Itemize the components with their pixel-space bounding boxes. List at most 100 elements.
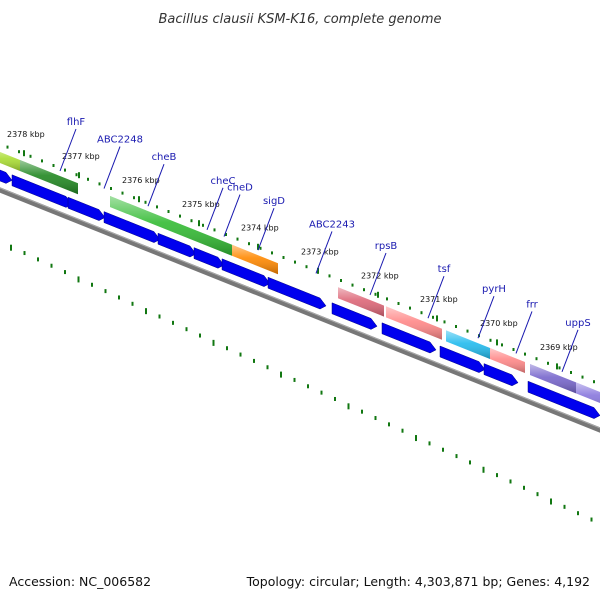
gene-label: sigD <box>263 196 285 207</box>
outer-dot <box>253 358 255 363</box>
tick-label: 2378 kbp <box>7 130 45 139</box>
tick-dot <box>547 361 549 365</box>
tick-dot <box>512 348 515 351</box>
backbone-highlight <box>0 187 600 429</box>
cds-arrow <box>381 322 437 354</box>
outer-dot <box>145 308 147 315</box>
outer-dot <box>563 504 566 509</box>
major-tick <box>23 150 25 157</box>
cds-arrow <box>439 345 486 373</box>
outer-dot <box>185 327 188 332</box>
outer-dot <box>455 454 458 459</box>
tick-dot <box>558 366 561 370</box>
tick-dot <box>179 214 181 218</box>
tick-dot <box>535 357 538 361</box>
tick-dot <box>225 233 227 236</box>
tick-dot <box>52 164 55 167</box>
tick-dot <box>466 329 469 333</box>
gc-skew-dots <box>6 145 595 522</box>
tick-dot <box>455 325 457 328</box>
tick-dot <box>443 320 446 324</box>
tick-dot <box>202 223 204 227</box>
major-tick <box>436 315 438 322</box>
outer-dot <box>374 416 377 421</box>
backbone-line <box>0 187 600 433</box>
tick-label: 2376 kbp <box>122 176 160 185</box>
gene-leader-line <box>59 128 77 172</box>
outer-dot <box>239 352 242 357</box>
topology-summary-text: Topology: circular; Length: 4,303,871 bp… <box>246 574 590 589</box>
gene-label: ABC2248 <box>97 135 143 146</box>
feature-bar-gloss <box>338 287 384 317</box>
outer-dot <box>158 314 161 319</box>
outer-dot <box>388 422 390 427</box>
cds-arrow <box>193 247 225 269</box>
tick-dot <box>409 306 411 310</box>
cds-arrow <box>267 276 327 310</box>
tick-dot <box>294 260 296 264</box>
tick-dot <box>213 228 216 232</box>
gene-label: cheB <box>152 152 177 163</box>
tick-label: 2374 kbp <box>241 223 279 232</box>
outer-dot <box>415 435 417 442</box>
cds-arrow <box>221 258 271 287</box>
outer-dot <box>280 371 282 378</box>
tick-dot <box>386 297 388 301</box>
backbone <box>0 187 600 433</box>
tick-dot <box>133 196 135 200</box>
feature-bar-gloss <box>386 306 442 340</box>
major-tick <box>377 291 379 298</box>
tick-dot <box>75 173 78 177</box>
outer-dot <box>320 390 323 395</box>
tick-label: 2377 kbp <box>62 152 100 161</box>
outer-dot <box>577 511 579 516</box>
tick-dot <box>87 177 89 181</box>
tick-dot <box>121 191 124 195</box>
tick-dot <box>432 315 434 319</box>
gene-leader-line <box>206 187 224 230</box>
tick-dot <box>110 187 112 190</box>
gene-label: flhF <box>67 117 86 128</box>
tick-dot <box>18 150 20 154</box>
tick-dot <box>167 210 170 213</box>
outer-dot <box>64 270 66 275</box>
tick-dot <box>374 292 377 296</box>
outer-dot <box>482 466 485 473</box>
tick-dot <box>271 251 273 255</box>
outer-dot <box>334 396 336 401</box>
tick-dot <box>420 311 423 315</box>
feature-track <box>0 152 600 403</box>
tick-dot <box>340 279 342 282</box>
feature-bar-gloss <box>530 364 576 394</box>
tick-track: 2378 kbp 2377 kbp 2376 kbp 2375 kbp 2374 kbp… <box>7 130 578 370</box>
outer-dot <box>401 428 404 433</box>
major-tick <box>257 243 259 250</box>
gene-leader-line <box>223 194 241 237</box>
gene-label: cheC <box>211 176 236 187</box>
cds-arrow <box>483 363 519 387</box>
feature-bar-gloss <box>20 160 78 195</box>
feature-bar-gloss <box>232 244 278 275</box>
outer-dot <box>199 333 201 338</box>
tick-dot <box>236 237 239 241</box>
tick-dot <box>501 343 503 347</box>
major-tick <box>496 339 498 346</box>
outer-dot <box>91 282 93 287</box>
gene-leader-line <box>477 296 495 339</box>
feature-bar-gloss <box>446 330 490 359</box>
map-title: Bacillus clausii KSM-K16, complete genom… <box>158 12 441 27</box>
major-tick <box>317 267 319 274</box>
outer-dot <box>37 257 39 262</box>
cds-arrow <box>157 232 197 258</box>
gene-label: uppS <box>565 318 590 329</box>
gene-leader-line <box>257 208 275 251</box>
tick-dot <box>41 159 43 163</box>
outer-dot <box>590 517 593 522</box>
feature-bar-gloss <box>0 152 20 171</box>
tick-dot <box>351 283 354 287</box>
tick-dot <box>29 154 32 158</box>
tick-label: 2371 kbp <box>420 295 458 304</box>
tick-dot <box>570 371 572 374</box>
